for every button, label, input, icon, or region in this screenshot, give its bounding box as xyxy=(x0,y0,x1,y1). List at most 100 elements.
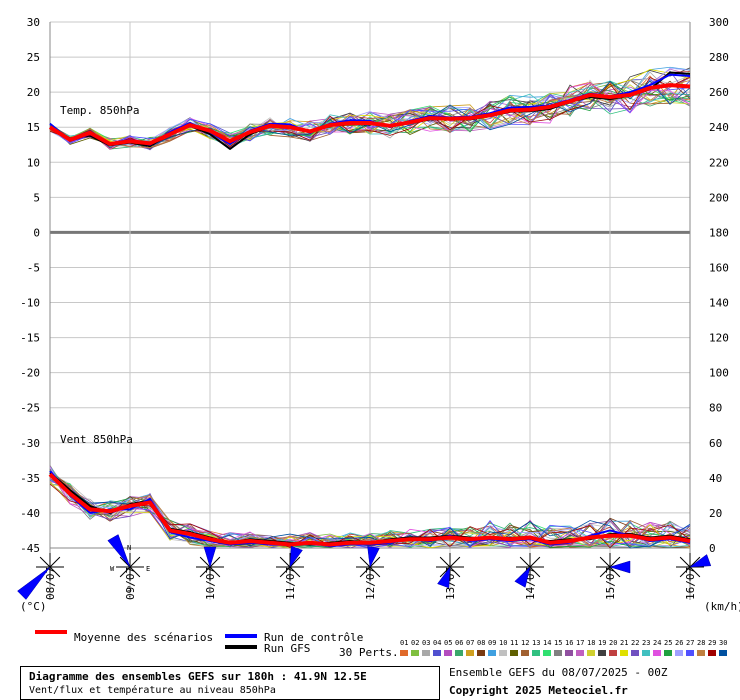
pert-number-09: 09 xyxy=(488,639,497,647)
chart-grid xyxy=(49,21,691,600)
wind-marker xyxy=(276,545,304,581)
pert-color-22 xyxy=(631,650,639,656)
wind-marker xyxy=(596,553,631,581)
wind-marker xyxy=(676,553,712,581)
wind-marker xyxy=(356,545,384,581)
pert-number-23: 23 xyxy=(642,639,651,647)
wind-flag xyxy=(514,566,531,588)
wind-marker-ray xyxy=(49,556,61,568)
x-tick-label: 12/07 xyxy=(364,567,377,600)
pert-number-15: 15 xyxy=(554,639,563,647)
wind-marker-ray xyxy=(609,566,621,578)
legend-perts-label: 30 Perts. xyxy=(339,646,399,659)
pert-color-16 xyxy=(565,650,573,656)
wind-marker-ray xyxy=(689,556,701,568)
wind-marker-ray xyxy=(599,566,611,578)
wind-marker xyxy=(436,553,464,589)
pert-color-04 xyxy=(433,650,441,656)
legend-mean-swatch xyxy=(35,630,67,634)
right-tick-label: 180 xyxy=(709,226,729,239)
wind-marker-ray xyxy=(39,556,51,568)
pert-number-22: 22 xyxy=(631,639,640,647)
wind-marker-ray xyxy=(199,566,211,578)
pert-number-29: 29 xyxy=(708,639,717,647)
right-tick-label: 200 xyxy=(709,191,729,204)
right-tick-label: 240 xyxy=(709,121,729,134)
pert-number-07: 07 xyxy=(466,639,475,647)
left-tick-label: -30 xyxy=(20,437,40,450)
wind-marker-ray xyxy=(369,556,381,568)
wind-flag xyxy=(107,534,131,568)
pert-number-30: 30 xyxy=(719,639,728,647)
chart-title: Diagramme des ensembles GEFS sur 180h : … xyxy=(29,670,367,683)
wind-mean-line xyxy=(48,472,691,547)
left-tick-label: -35 xyxy=(20,472,40,485)
right-tick-label: 140 xyxy=(709,297,729,310)
pert-color-24 xyxy=(653,650,661,656)
left-tick-label: 10 xyxy=(27,156,40,169)
wind-flag xyxy=(289,545,303,568)
legend-gfs-label: Run GFS xyxy=(264,642,311,655)
pert-number-04: 04 xyxy=(433,639,442,647)
wind-marker-ray xyxy=(279,556,291,568)
left-tick-label: -45 xyxy=(20,542,40,555)
right-tick-label: 260 xyxy=(709,86,729,99)
wind-marker-ray xyxy=(209,556,221,568)
wind-marker-ray xyxy=(289,556,301,568)
pert-color-10 xyxy=(499,650,507,656)
x-tick-label: 15/07 xyxy=(604,567,617,600)
wind-marker-ray xyxy=(689,566,701,578)
x-tick-label: 16/07 xyxy=(684,567,697,600)
legend-gfs-swatch xyxy=(225,645,257,649)
left-tick-label: -5 xyxy=(27,261,40,274)
right-tick-label: 280 xyxy=(709,51,729,64)
left-tick-label: -25 xyxy=(20,402,40,415)
chart-info-box: Diagramme des ensembles GEFS sur 180h : … xyxy=(20,666,440,700)
left-tick-label: -10 xyxy=(20,297,40,310)
pert-number-11: 11 xyxy=(510,639,519,647)
right-tick-label: 160 xyxy=(709,261,729,274)
x-axis-labels: 08/07 09/07 10/07 11/07 12/07 13/07 14/07 15/07… xyxy=(44,567,697,600)
pert-color-01 xyxy=(400,650,408,656)
right-tick-label: 100 xyxy=(709,367,729,380)
x-tick-label: 08/07 xyxy=(44,567,57,600)
wind-marker-ray xyxy=(609,556,621,568)
wind-flag xyxy=(437,566,451,589)
pert-color-18 xyxy=(587,650,595,656)
pert-number-06: 06 xyxy=(455,639,464,647)
left-tick-label: 30 xyxy=(27,16,40,29)
right-tick-label: 40 xyxy=(709,472,722,485)
copyright: Copyright 2025 Meteociel.fr xyxy=(449,684,628,697)
pert-number-14: 14 xyxy=(543,639,552,647)
pert-number-10: 10 xyxy=(499,639,508,647)
pert-color-26 xyxy=(675,650,683,656)
pert-color-15 xyxy=(554,650,562,656)
wind-marker-ray xyxy=(519,556,531,568)
right-tick-label: 20 xyxy=(709,507,722,520)
wind-flag xyxy=(367,545,380,568)
pert-color-09 xyxy=(488,650,496,656)
pert-color-02 xyxy=(411,650,419,656)
wind-marker-ray xyxy=(449,556,461,568)
wind-marker-ray xyxy=(529,556,541,568)
pert-number-03: 03 xyxy=(422,639,431,647)
pert-color-08 xyxy=(477,650,485,656)
wind-marker-ray xyxy=(49,566,61,578)
temp-mean-line xyxy=(48,83,691,147)
pert-number-12: 12 xyxy=(521,639,530,647)
pert-number-25: 25 xyxy=(664,639,673,647)
right-tick-label: 80 xyxy=(709,402,722,415)
pert-number-19: 19 xyxy=(598,639,607,647)
pert-color-21 xyxy=(620,650,628,656)
main-series-lines xyxy=(48,71,691,548)
run-info: Ensemble GEFS du 08/07/2025 - 00Z xyxy=(449,666,668,679)
temp-series-label: Temp. 850hPa xyxy=(60,104,139,117)
pert-number-02: 02 xyxy=(411,639,420,647)
pert-number-18: 18 xyxy=(587,639,596,647)
pert-color-14 xyxy=(543,650,551,656)
pert-number-01: 01 xyxy=(400,639,409,647)
wind-marker-ray xyxy=(289,566,301,578)
pert-color-29 xyxy=(708,650,716,656)
wind-marker-ray xyxy=(529,566,541,578)
legend-mean-label: Moyenne des scénarios xyxy=(74,631,214,644)
